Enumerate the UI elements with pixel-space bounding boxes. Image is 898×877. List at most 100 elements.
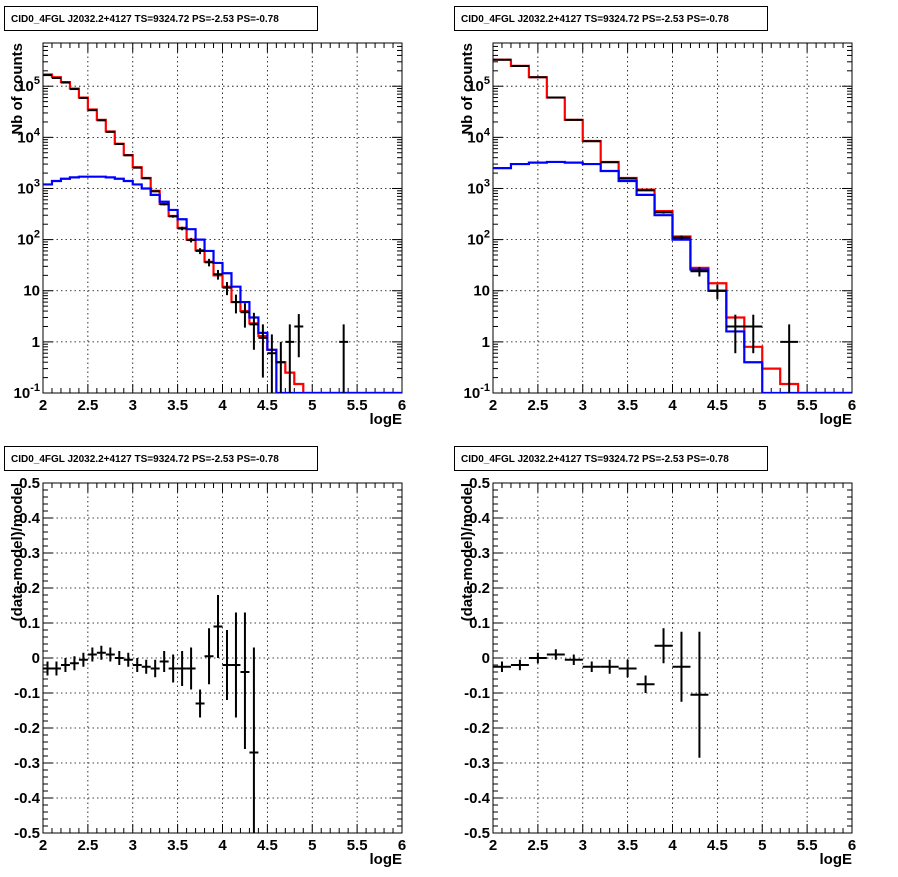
data-point: [223, 282, 232, 295]
grid-lines: [43, 483, 402, 833]
y-tick-label: 0: [482, 650, 490, 667]
y-tick-label: -0.5: [14, 825, 40, 842]
x-tick-label: 4: [668, 837, 677, 854]
data-point: [205, 628, 214, 684]
data-point: [43, 662, 52, 676]
chart-title-text: CID0_4FGL J2032.2+4127 TS=9324.72 PS=-2.…: [11, 454, 279, 465]
x-tick-label: 3.5: [167, 397, 188, 414]
x-tick-label: 2.5: [77, 397, 98, 414]
x-tick-label: 3: [579, 837, 587, 854]
x-tick-label: 5.5: [347, 397, 368, 414]
data-point: [142, 660, 151, 674]
y-tick-label: 103: [17, 177, 40, 197]
x-tick-label: 5: [308, 397, 316, 414]
x-tick-label: 2.5: [527, 397, 548, 414]
x-tick-label: 4.5: [257, 837, 278, 854]
y-tick-label: 10-1: [14, 382, 40, 402]
data-point: [637, 190, 655, 191]
x-tick-label: 3.5: [167, 837, 188, 854]
data-point: [124, 653, 133, 667]
data-point: [511, 660, 529, 671]
x-tick-label: 2.5: [527, 837, 548, 854]
x-tick-label: 5: [308, 837, 316, 854]
x-tick-label: 4: [218, 397, 227, 414]
data-point: [339, 324, 348, 393]
data-point: [115, 651, 124, 665]
chart-title: CID0_4FGL J2032.2+4127 TS=9324.72 PS=-2.…: [5, 7, 318, 31]
data-point: [160, 203, 169, 205]
x-tick-label: 5.5: [797, 837, 818, 854]
chart-title: CID0_4FGL J2032.2+4127 TS=9324.72 PS=-2.…: [455, 447, 768, 471]
y-axis-label: (data-model)/model: [459, 483, 476, 621]
x-tick-label: 3.5: [617, 837, 638, 854]
data-point: [780, 324, 798, 393]
chart-title-text: CID0_4FGL J2032.2+4127 TS=9324.72 PS=-2.…: [461, 14, 729, 25]
data-point: [547, 649, 565, 660]
y-tick-label: -0.3: [14, 755, 40, 772]
data-point: [88, 648, 97, 662]
x-tick-label: 2.5: [77, 837, 98, 854]
x-tick-label: 4: [218, 837, 227, 854]
data-point: [231, 295, 240, 314]
x-tick-label: 3: [129, 397, 137, 414]
chart-title: CID0_4FGL J2032.2+4127 TS=9324.72 PS=-2.…: [455, 7, 768, 31]
x-tick-label: 5: [758, 397, 766, 414]
chart-title: CID0_4FGL J2032.2+4127 TS=9324.72 PS=-2.…: [5, 447, 318, 471]
data-point: [493, 662, 511, 673]
y-tick-label: -0.2: [14, 720, 40, 737]
data-point: [285, 324, 294, 393]
data-point: [249, 648, 258, 858]
data-point: [214, 270, 223, 280]
x-tick-label: 4: [668, 397, 677, 414]
data-point: [655, 211, 673, 213]
y-tick-label: -0.1: [14, 685, 40, 702]
data-point: [160, 651, 169, 672]
x-tick-label: 3.5: [617, 397, 638, 414]
y-tick-label: 10: [473, 283, 490, 300]
x-axis-label: logE: [370, 411, 403, 428]
data-point: [708, 285, 726, 300]
y-tick-label: 103: [467, 177, 490, 197]
x-axis-label: logE: [370, 851, 403, 868]
data-point: [214, 595, 223, 658]
y-tick-label: -0.3: [464, 755, 490, 772]
y-tick-label: 10: [23, 283, 40, 300]
y-tick-label: 102: [17, 229, 40, 249]
data-point: [267, 334, 276, 393]
x-tick-label: 3: [579, 397, 587, 414]
data-point: [187, 648, 196, 690]
data-point: [205, 259, 214, 266]
y-tick-label: 102: [467, 229, 490, 249]
x-tick-label: 2: [489, 837, 497, 854]
y-tick-label: 1: [32, 334, 40, 351]
data-point: [196, 690, 205, 718]
y-tick-label: 0: [32, 650, 40, 667]
data-point: [178, 651, 187, 686]
data-point: [223, 630, 232, 700]
data-point: [565, 655, 583, 666]
x-tick-label: 2: [39, 837, 47, 854]
data-point: [294, 314, 303, 357]
x-tick-label: 3: [129, 837, 137, 854]
data-point: [61, 658, 70, 672]
chart-title-text: CID0_4FGL J2032.2+4127 TS=9324.72 PS=-2.…: [461, 454, 729, 465]
x-tick-label: 2: [39, 397, 47, 414]
data-point: [124, 155, 133, 156]
grid-lines: [43, 43, 402, 393]
data-point: [196, 248, 205, 254]
x-tick-label: 2: [489, 397, 497, 414]
y-axis-label: Nb of counts: [9, 43, 26, 135]
data-point: [169, 655, 178, 683]
x-tick-label: 4.5: [707, 397, 728, 414]
data-point: [169, 215, 178, 218]
y-tick-label: -0.2: [464, 720, 490, 737]
x-tick-label: 5.5: [347, 837, 368, 854]
